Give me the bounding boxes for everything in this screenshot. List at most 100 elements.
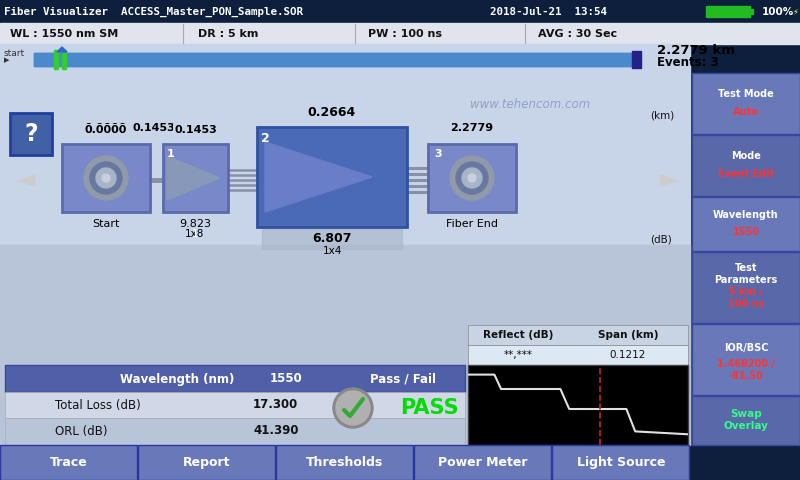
FancyBboxPatch shape bbox=[468, 365, 688, 445]
Text: Auto: Auto bbox=[733, 108, 759, 117]
Text: PW : 100 ns: PW : 100 ns bbox=[368, 29, 442, 39]
Text: 2018-Jul-21  13:54: 2018-Jul-21 13:54 bbox=[490, 7, 607, 17]
Text: Wavelength: Wavelength bbox=[713, 210, 779, 220]
FancyBboxPatch shape bbox=[62, 50, 66, 69]
FancyBboxPatch shape bbox=[5, 365, 465, 392]
Text: ⚡: ⚡ bbox=[792, 8, 798, 16]
Circle shape bbox=[468, 174, 476, 182]
Text: DR : 5 km: DR : 5 km bbox=[198, 29, 258, 39]
Text: 2.2779 km: 2.2779 km bbox=[657, 45, 735, 58]
Text: 1550: 1550 bbox=[270, 372, 302, 385]
Text: Reflect (dB): Reflect (dB) bbox=[483, 330, 553, 340]
FancyBboxPatch shape bbox=[257, 127, 407, 227]
Circle shape bbox=[336, 391, 370, 425]
Text: 9.823: 9.823 bbox=[179, 219, 211, 229]
Text: Events: 3: Events: 3 bbox=[657, 57, 718, 70]
Polygon shape bbox=[265, 142, 372, 212]
Text: www.tehencom.com: www.tehencom.com bbox=[470, 98, 590, 111]
Text: 0.0000: 0.0000 bbox=[85, 123, 127, 133]
Text: ◄: ◄ bbox=[16, 168, 35, 192]
Text: Total Loss (dB): Total Loss (dB) bbox=[55, 398, 141, 411]
Text: ▶: ▶ bbox=[4, 57, 10, 63]
Text: 3: 3 bbox=[434, 149, 442, 159]
Text: ORL (dB): ORL (dB) bbox=[55, 424, 107, 437]
Text: ►: ► bbox=[660, 168, 679, 192]
FancyBboxPatch shape bbox=[5, 392, 465, 418]
FancyBboxPatch shape bbox=[0, 245, 690, 445]
FancyBboxPatch shape bbox=[62, 144, 150, 212]
Text: Fiber Visualizer  ACCESS_Master_PON_Sample.SOR: Fiber Visualizer ACCESS_Master_PON_Sampl… bbox=[4, 7, 303, 17]
Text: AVG : 30 Sec: AVG : 30 Sec bbox=[538, 29, 617, 39]
Text: Start: Start bbox=[92, 219, 120, 229]
Text: start: start bbox=[4, 48, 25, 58]
Circle shape bbox=[84, 156, 128, 200]
Text: Swap
Overlay: Swap Overlay bbox=[723, 409, 769, 431]
Text: Report: Report bbox=[183, 456, 230, 469]
FancyBboxPatch shape bbox=[276, 445, 413, 480]
Text: Event Edit: Event Edit bbox=[718, 169, 774, 180]
FancyBboxPatch shape bbox=[34, 53, 637, 66]
Text: IOR/BSC: IOR/BSC bbox=[724, 343, 768, 353]
Text: Thresholds: Thresholds bbox=[306, 456, 384, 469]
Text: 1x8: 1x8 bbox=[186, 229, 205, 239]
Text: ?: ? bbox=[24, 122, 38, 146]
Text: 17.300: 17.300 bbox=[253, 398, 298, 411]
FancyBboxPatch shape bbox=[0, 44, 690, 72]
Text: WL : 1550 nm SM: WL : 1550 nm SM bbox=[10, 29, 118, 39]
FancyBboxPatch shape bbox=[138, 445, 275, 480]
FancyBboxPatch shape bbox=[414, 445, 551, 480]
FancyBboxPatch shape bbox=[692, 135, 800, 196]
FancyBboxPatch shape bbox=[692, 73, 800, 134]
Text: Span (km): Span (km) bbox=[598, 330, 658, 340]
FancyBboxPatch shape bbox=[692, 252, 800, 323]
Circle shape bbox=[462, 168, 482, 188]
FancyBboxPatch shape bbox=[54, 50, 58, 69]
FancyBboxPatch shape bbox=[10, 113, 52, 155]
FancyBboxPatch shape bbox=[0, 0, 800, 23]
Text: **,***: **,*** bbox=[503, 350, 533, 360]
Text: Test
Parameters: Test Parameters bbox=[714, 263, 778, 285]
Text: 100%: 100% bbox=[762, 7, 794, 17]
Text: 0.2664: 0.2664 bbox=[308, 107, 356, 120]
Polygon shape bbox=[167, 156, 220, 200]
Text: Fiber End: Fiber End bbox=[446, 219, 498, 229]
Text: Pass / Fail: Pass / Fail bbox=[370, 372, 436, 385]
Text: 0.1212: 0.1212 bbox=[610, 350, 646, 360]
Text: Light Source: Light Source bbox=[577, 456, 666, 469]
FancyBboxPatch shape bbox=[632, 51, 641, 68]
Text: 1.468200 /
-81.50: 1.468200 / -81.50 bbox=[717, 359, 775, 381]
Text: 2: 2 bbox=[261, 132, 270, 145]
FancyBboxPatch shape bbox=[5, 418, 465, 445]
FancyBboxPatch shape bbox=[706, 6, 750, 17]
FancyBboxPatch shape bbox=[428, 144, 516, 212]
Text: 1: 1 bbox=[167, 149, 175, 159]
FancyBboxPatch shape bbox=[692, 396, 800, 445]
Text: 0.1453: 0.1453 bbox=[133, 123, 175, 133]
FancyBboxPatch shape bbox=[750, 9, 753, 14]
FancyBboxPatch shape bbox=[692, 324, 800, 395]
Text: 1x4: 1x4 bbox=[322, 246, 342, 256]
FancyBboxPatch shape bbox=[552, 445, 689, 480]
FancyBboxPatch shape bbox=[468, 345, 688, 365]
Text: (km): (km) bbox=[650, 110, 674, 120]
FancyBboxPatch shape bbox=[0, 23, 800, 44]
Text: Wavelength (nm): Wavelength (nm) bbox=[120, 372, 234, 385]
Text: 0.0000: 0.0000 bbox=[85, 125, 127, 135]
Text: (dB): (dB) bbox=[650, 235, 672, 245]
FancyBboxPatch shape bbox=[163, 144, 228, 212]
FancyBboxPatch shape bbox=[262, 229, 402, 249]
FancyBboxPatch shape bbox=[0, 445, 137, 480]
Text: Mode: Mode bbox=[731, 151, 761, 161]
Circle shape bbox=[450, 156, 494, 200]
Circle shape bbox=[102, 174, 110, 182]
Circle shape bbox=[90, 162, 122, 194]
FancyBboxPatch shape bbox=[468, 325, 688, 345]
Circle shape bbox=[333, 388, 373, 428]
Polygon shape bbox=[57, 47, 67, 52]
Text: 41.390: 41.390 bbox=[253, 424, 298, 437]
Text: 2.2779: 2.2779 bbox=[450, 123, 494, 133]
Text: Test Mode: Test Mode bbox=[718, 89, 774, 99]
Text: Trace: Trace bbox=[50, 456, 88, 469]
FancyBboxPatch shape bbox=[692, 197, 800, 251]
Text: PASS: PASS bbox=[400, 398, 458, 418]
